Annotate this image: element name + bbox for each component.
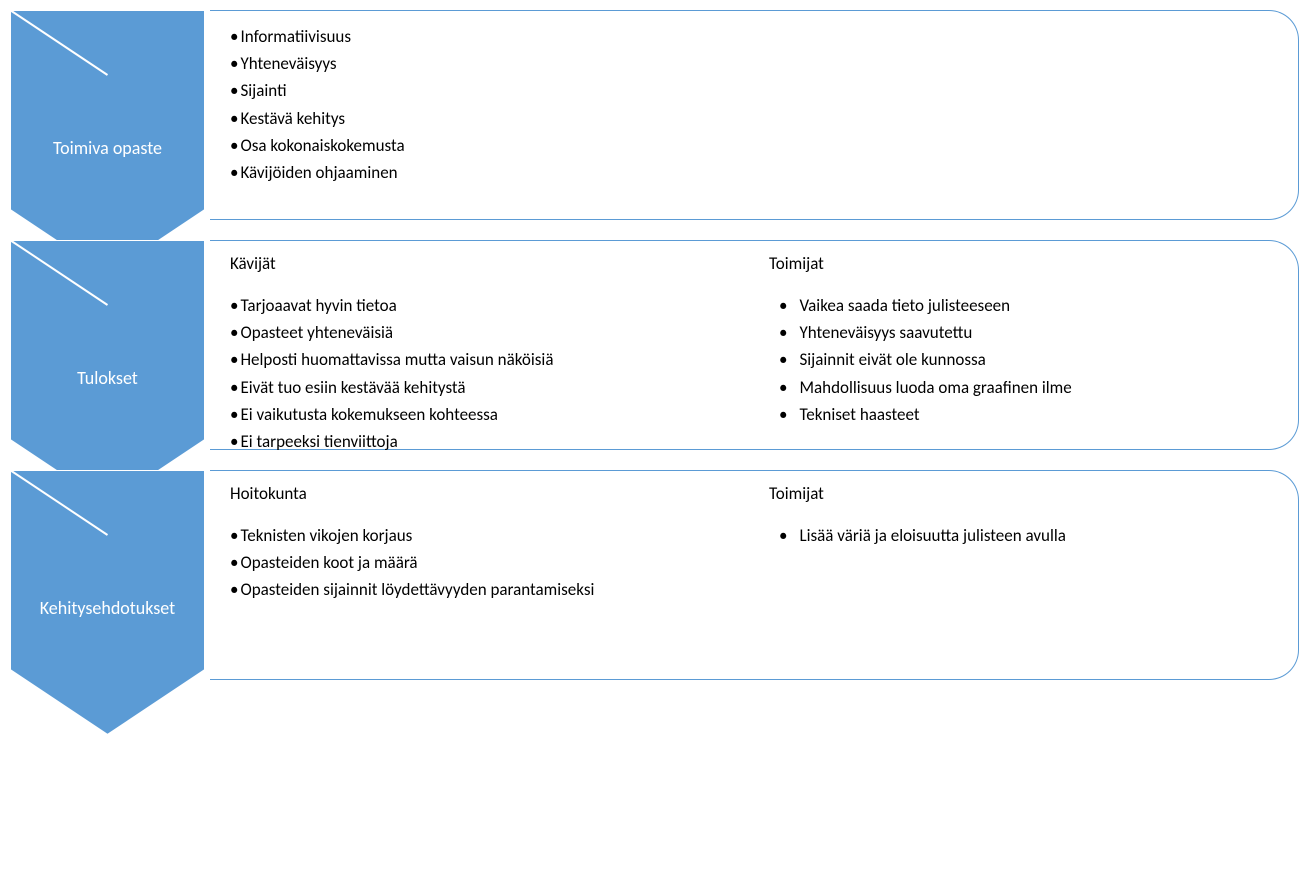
bullet-item: Lisää väriä ja eloisuutta julisteen avul…: [769, 522, 1268, 549]
bullet-item: Informatiivisuus: [230, 23, 1268, 50]
bullet-item: Yhteneväisyys: [230, 50, 1268, 77]
section-row: Toimiva opaste InformatiivisuusYhteneväis…: [10, 10, 1299, 220]
bullet-item: Sijainnit eivät ole kunnossa: [769, 346, 1268, 373]
bullet-item: Osa kokonaiskokemusta: [230, 132, 1268, 159]
content-box: Hoitokunta Toimijat Teknisten vikojen korj…: [210, 470, 1299, 680]
section-row: Kehitysehdotukset Hoitokunta Toimijat Tekni…: [10, 470, 1299, 680]
column: InformatiivisuusYhteneväisyysSijaintiKes…: [230, 23, 1268, 186]
column: Vaikea saada tieto julisteeseenYhteneväi…: [769, 292, 1268, 455]
bullet-item: Tarjoaavat hyvin tietoa: [230, 292, 729, 319]
bullet-item: Helposti huomattavissa mutta vaisun näkö…: [230, 346, 729, 373]
bullet-item: Kestävä kehitys: [230, 105, 1268, 132]
chevron-container: Kehitysehdotukset: [10, 470, 215, 680]
column-header: Kävijät: [230, 253, 729, 274]
bullet-list: InformatiivisuusYhteneväisyysSijaintiKes…: [230, 23, 1268, 186]
bullet-item: Vaikea saada tieto julisteeseen: [769, 292, 1268, 319]
column: Lisää väriä ja eloisuutta julisteen avul…: [769, 522, 1268, 604]
column-header: Hoitokunta: [230, 483, 729, 504]
column: Tarjoaavat hyvin tietoaOpasteet yhtenevä…: [230, 292, 729, 455]
chevron-label: Toimiva opaste: [10, 137, 205, 159]
chevron-container: Tulokset: [10, 240, 215, 450]
bullet-item: Sijainti: [230, 77, 1268, 104]
column-header: Toimijat: [769, 253, 1268, 274]
bullet-item: Mahdollisuus luoda oma graafinen ilme: [769, 374, 1268, 401]
chevron-label: Kehitysehdotukset: [10, 597, 205, 619]
bullet-item: Kävijöiden ohjaaminen: [230, 159, 1268, 186]
column: Teknisten vikojen korjausOpasteiden koot…: [230, 522, 729, 604]
bullet-list: Vaikea saada tieto julisteeseenYhteneväi…: [769, 292, 1268, 428]
bullet-item: Teknisten vikojen korjaus: [230, 522, 729, 549]
chevron-label: Tulokset: [10, 367, 205, 389]
bullet-item: Opasteiden sijainnit löydettävyyden para…: [230, 576, 729, 603]
bullet-item: Tekniset haasteet: [769, 401, 1268, 428]
bullet-list: Lisää väriä ja eloisuutta julisteen avul…: [769, 522, 1268, 549]
bullet-item: Ei vaikutusta kokemukseen kohteessa: [230, 401, 729, 428]
content-box: Kävijät Toimijat Tarjoaavat hyvin tietoaOp…: [210, 240, 1299, 450]
bullet-list: Teknisten vikojen korjausOpasteiden koot…: [230, 522, 729, 604]
chevron-container: Toimiva opaste: [10, 10, 215, 220]
bullet-item: Eivät tuo esiin kestävää kehitystä: [230, 374, 729, 401]
bullet-item: Ei tarpeeksi tienviittoja: [230, 428, 729, 455]
columns-wrap: Teknisten vikojen korjausOpasteiden koot…: [230, 522, 1268, 604]
content-box: InformatiivisuusYhteneväisyysSijaintiKes…: [210, 10, 1299, 220]
bullet-list: Tarjoaavat hyvin tietoaOpasteet yhtenevä…: [230, 292, 729, 455]
columns-wrap: Tarjoaavat hyvin tietoaOpasteet yhtenevä…: [230, 292, 1268, 455]
chevron-process-diagram: Toimiva opasteInformatiivisuusYhteneväis…: [10, 10, 1299, 680]
column-header: Toimijat: [769, 483, 1268, 504]
columns-wrap: InformatiivisuusYhteneväisyysSijaintiKes…: [230, 23, 1268, 186]
section-row: Tulokset Kävijät Toimijat Tarjoaavat hyvin …: [10, 240, 1299, 450]
bullet-item: Yhteneväisyys saavutettu: [769, 319, 1268, 346]
bullet-item: Opasteiden koot ja määrä: [230, 549, 729, 576]
bullet-item: Opasteet yhteneväisiä: [230, 319, 729, 346]
